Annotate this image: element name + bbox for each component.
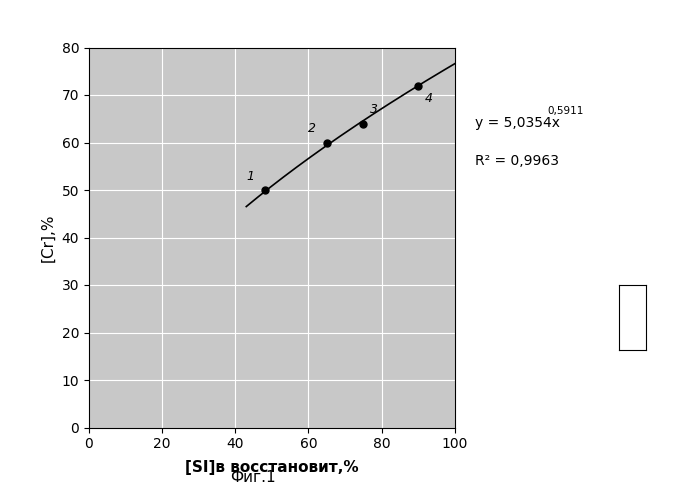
Y-axis label: [Cr],%: [Cr],% xyxy=(41,213,56,262)
Text: y = 5,0354x: y = 5,0354x xyxy=(475,116,560,130)
Text: 4: 4 xyxy=(425,92,433,104)
X-axis label: [SI]в восстановит,%: [SI]в восстановит,% xyxy=(185,460,358,474)
Text: R² = 0,9963: R² = 0,9963 xyxy=(475,154,560,168)
Point xyxy=(358,120,369,128)
Text: Фиг.1: Фиг.1 xyxy=(231,470,276,485)
Text: 3: 3 xyxy=(370,104,378,117)
Text: 2: 2 xyxy=(308,122,316,136)
Point xyxy=(413,82,424,90)
Point xyxy=(259,186,270,194)
Text: 0,5911: 0,5911 xyxy=(547,106,583,116)
Text: 1: 1 xyxy=(246,170,254,183)
Point xyxy=(321,138,332,146)
